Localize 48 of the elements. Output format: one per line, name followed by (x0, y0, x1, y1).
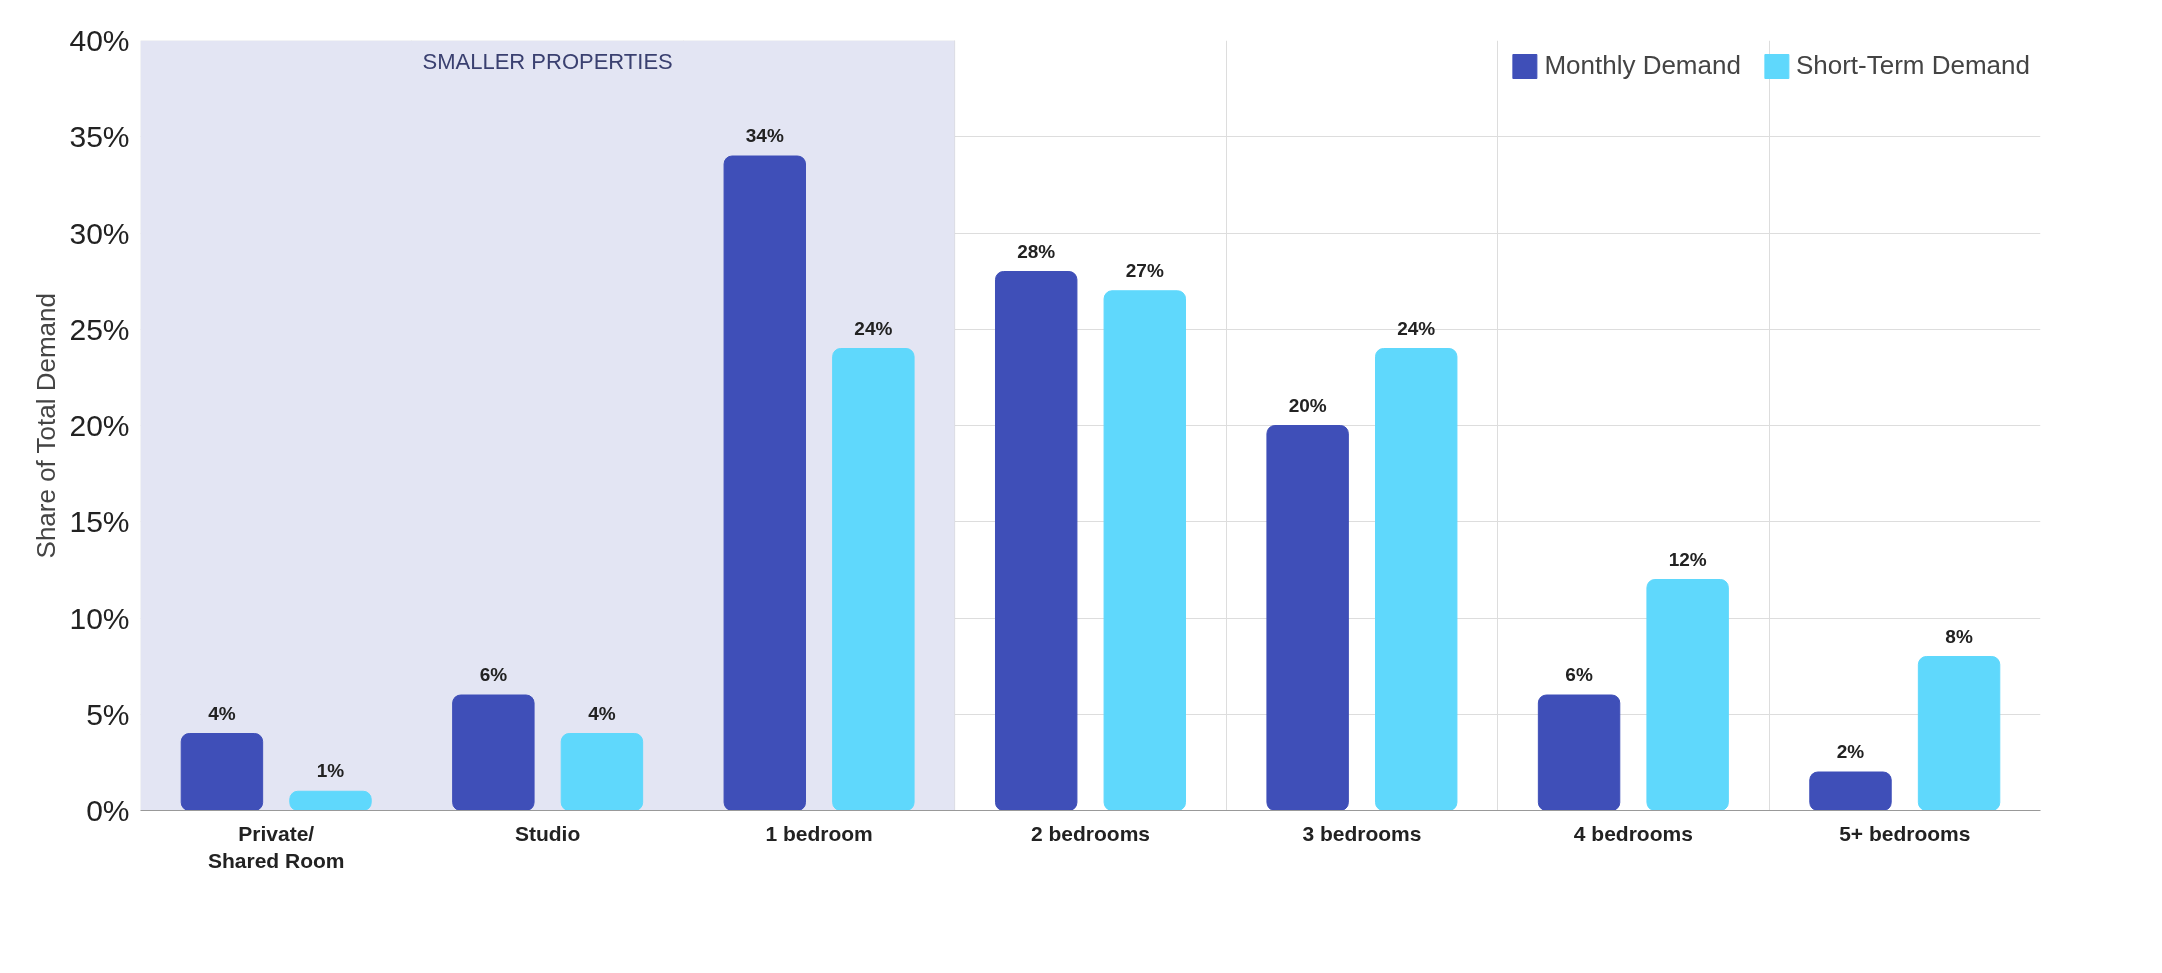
data-label: 1% (316, 760, 345, 782)
x-tick-label: 4 bedrooms (1573, 821, 1693, 845)
data-label: 8% (1945, 625, 1973, 647)
bar (1917, 656, 2001, 811)
bar (995, 271, 1078, 811)
data-label: 4% (588, 702, 616, 724)
y-tick-label: 20% (69, 409, 130, 442)
x-tick-label: 5+ bedrooms (1839, 821, 1971, 845)
y-tick-label: 10% (69, 601, 130, 635)
x-tick-label: 3 bedrooms (1302, 821, 1422, 845)
y-tick-label: 30% (69, 216, 130, 250)
y-tick-label: 0% (86, 794, 130, 827)
bar (832, 348, 915, 811)
bar (452, 694, 535, 811)
data-label: 27% (1125, 259, 1164, 281)
bar (1646, 579, 1729, 811)
x-tick-label: Private/ Shared Room (207, 821, 345, 873)
y-tick-label: 25% (69, 312, 130, 346)
legend-label: Short-Term Demand (1795, 50, 2030, 81)
y-tick-label: 5% (86, 697, 130, 731)
data-label: 6% (1565, 664, 1593, 685)
data-label: 2% (1836, 741, 1865, 762)
bar (1375, 348, 1458, 811)
data-label: 24% (854, 317, 893, 339)
x-tick-label: Studio (514, 821, 581, 845)
y-tick-label: 35% (69, 120, 130, 154)
bar (1809, 771, 1892, 811)
bar (1103, 290, 1186, 811)
y-tick-label: 40% (69, 24, 130, 57)
data-label: 24% (1397, 317, 1436, 339)
y-axis-title: Share of Total Demand (31, 293, 62, 559)
data-label: 28% (1017, 240, 1056, 262)
x-tick-label: 1 bedroom (765, 821, 873, 845)
bar (1537, 694, 1621, 811)
y-tick-label: 15% (69, 505, 130, 539)
data-label: 20% (1288, 394, 1327, 416)
bar (289, 790, 372, 811)
bar (560, 733, 644, 811)
bar (1266, 425, 1349, 811)
bar (180, 733, 264, 811)
data-label: 34% (745, 125, 784, 146)
data-label: 4% (208, 702, 236, 724)
legend-label: Monthly Demand (1544, 50, 1741, 81)
x-tick-label: 2 bedrooms (1030, 821, 1151, 845)
data-label: 12% (1668, 548, 1707, 570)
bar (723, 155, 806, 811)
data-label: 6% (479, 664, 508, 685)
band-label: SMALLER PROPERTIES (422, 48, 673, 74)
